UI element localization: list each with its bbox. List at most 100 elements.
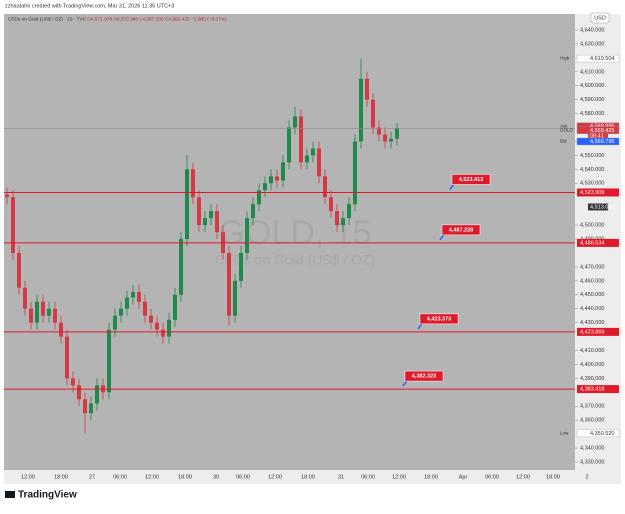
candle-body — [227, 252, 231, 316]
currency-button[interactable] — [590, 12, 610, 24]
candle-body — [251, 204, 255, 219]
y-tick-label: 4,410.000 — [580, 348, 604, 354]
candle — [383, 127, 387, 149]
price-tag-name: Low — [560, 431, 569, 436]
level-box — [419, 313, 459, 325]
y-tick-label: 4,470.000 — [580, 264, 604, 270]
candle — [95, 378, 99, 411]
x-tick-label: 12:00 — [392, 474, 406, 480]
candle — [245, 211, 249, 260]
y-tick-label: 4,600.000 — [580, 83, 604, 89]
candle-body — [53, 308, 57, 323]
candle-body — [281, 162, 285, 181]
candle — [287, 120, 291, 170]
candle-body — [245, 218, 249, 253]
candle — [143, 294, 147, 323]
candle-body — [59, 322, 63, 337]
level-label: 4,423.373 — [427, 316, 451, 322]
candle-body — [341, 218, 345, 226]
x-tick-label: 18:00 — [546, 474, 560, 480]
candle-body — [275, 176, 279, 181]
logo: TradingView — [5, 490, 77, 501]
legend: CFDs on Gold (US$ / OZ) · 15 · TVC — [8, 16, 87, 22]
axis-level-tag — [577, 238, 619, 247]
candle — [353, 134, 357, 212]
brand: TradingView — [18, 490, 77, 501]
candle-body — [353, 141, 357, 205]
y-tick-label: 4,540.000 — [580, 167, 604, 173]
x-tick-label: 06:00 — [361, 474, 375, 480]
candle — [371, 92, 375, 135]
candle — [59, 315, 63, 344]
ohlc: O4,571.978 H4,572.980 L4,567.330 C4,569.… — [87, 16, 227, 22]
x-tick-label: 18:00 — [178, 474, 192, 480]
x-tick-label: 2 — [585, 474, 588, 480]
candle-body — [23, 287, 27, 309]
candle-body — [11, 197, 15, 253]
candle-body — [299, 116, 303, 163]
candle-body — [269, 176, 273, 184]
y-tick-label: 4,370.000 — [580, 404, 604, 410]
candle — [293, 106, 297, 135]
candle — [281, 155, 285, 188]
candle-body — [335, 211, 339, 226]
x-tick-label: 30 — [213, 474, 219, 480]
price-tag-name: High — [560, 56, 570, 61]
axis-level-label: 4,486.534 — [580, 240, 604, 246]
y-tick-label: 4,460.000 — [580, 278, 604, 284]
candle — [395, 123, 399, 146]
price-tag-value: 09:41 — [590, 133, 604, 139]
candle-body — [107, 329, 111, 393]
axis-level-tag — [577, 188, 619, 197]
price-tag-value: 4,569.795 — [590, 139, 614, 145]
candle-body — [359, 78, 363, 142]
candle — [203, 211, 207, 233]
candle — [47, 301, 51, 323]
y-tick-label: 4,430.000 — [580, 320, 604, 326]
price-tag-value: 4,569.995 — [590, 124, 614, 130]
candle-body — [191, 169, 195, 198]
level-box — [451, 174, 491, 185]
candle — [305, 148, 309, 170]
y-tick-label: 4,630.000 — [580, 41, 604, 47]
candle — [341, 211, 345, 233]
candle — [161, 322, 165, 344]
level-label: 4,523.413 — [459, 177, 483, 183]
candle-body — [287, 127, 291, 163]
candle — [29, 301, 33, 330]
candle-body — [173, 294, 177, 320]
x-tick-label: Apr — [459, 474, 468, 480]
candle — [233, 273, 237, 323]
candle-body — [131, 291, 135, 298]
axis-level-label: 4,523.909 — [580, 190, 604, 196]
time-axis — [4, 470, 621, 484]
y-tick-label: 4,580.000 — [580, 111, 604, 117]
axis-level-tag — [577, 385, 619, 394]
candle — [5, 187, 9, 205]
candle-body — [317, 148, 321, 177]
candle-body — [41, 301, 45, 316]
candle — [377, 120, 381, 142]
candle — [89, 396, 93, 421]
candle — [251, 197, 255, 226]
x-tick-label: 18:00 — [301, 474, 315, 480]
price-tag — [576, 137, 620, 146]
currency[interactable]: USD — [594, 15, 606, 21]
candle — [65, 329, 69, 386]
candle-body — [83, 399, 87, 414]
candle — [125, 290, 129, 316]
candle-body — [89, 403, 93, 414]
axis-level-tag — [577, 327, 619, 336]
candle-body — [377, 127, 381, 135]
candle-body — [47, 308, 51, 316]
candle-body — [185, 169, 189, 240]
axis-level-label: 4,423.869 — [580, 329, 604, 335]
candle-body — [17, 252, 21, 288]
x-tick-label: 12:00 — [516, 474, 530, 480]
price-tag — [576, 429, 620, 438]
candle-body — [143, 301, 147, 316]
candle-body — [209, 211, 213, 219]
y-tick-label: 4,340.000 — [580, 446, 604, 452]
candle-body — [263, 183, 267, 191]
